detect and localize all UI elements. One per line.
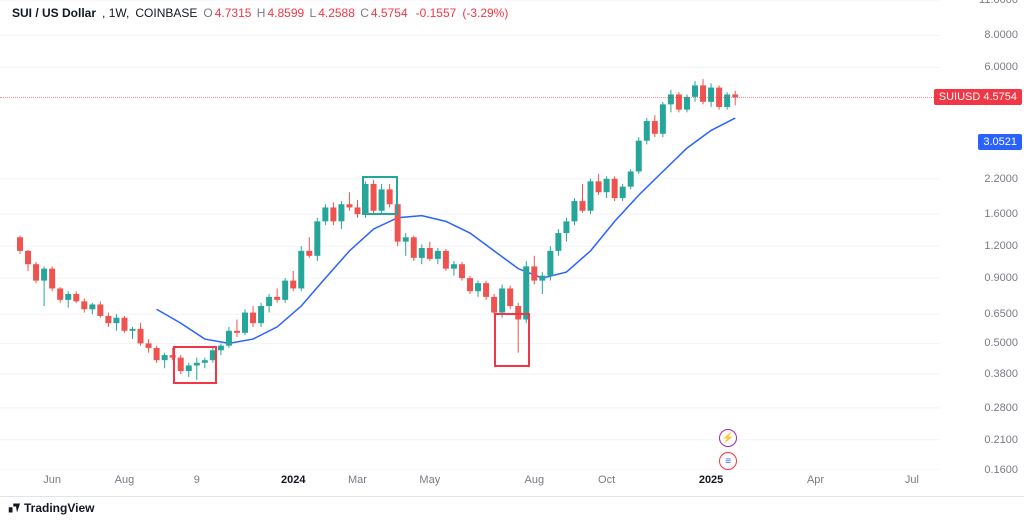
x-tick-label: 2025 (699, 474, 723, 486)
brand-label: TradingView (24, 501, 94, 515)
x-tick-label: Aug (524, 474, 544, 486)
y-tick-label: 0.9000 (984, 272, 1018, 284)
y-tick-label: 0.2100 (984, 434, 1018, 446)
y-tick-label: 0.1600 (984, 464, 1018, 476)
annotation-box (173, 346, 217, 384)
tradingview-icon (8, 502, 20, 514)
x-tick-label: Jul (905, 474, 919, 486)
y-tick-label: 0.6500 (984, 308, 1018, 320)
y-tick-label: 1.2000 (984, 240, 1018, 252)
price-tag: SUIUSD 4.5754 (934, 89, 1022, 105)
y-tick-label: 0.2800 (984, 402, 1018, 414)
x-tick-label: Oct (598, 474, 615, 486)
y-tick-label: 1.6000 (984, 208, 1018, 220)
x-tick-label: May (419, 474, 440, 486)
annotation-box (362, 176, 398, 214)
x-tick-label: 9 (194, 474, 200, 486)
brand-footer: TradingView (8, 501, 94, 515)
y-tick-label: 8.0000 (984, 29, 1018, 41)
y-axis[interactable]: 11.0000 8.0000 6.0000 2.2000 1.6000 1.2000 0.9… (940, 0, 1024, 470)
annotation-box (494, 313, 530, 367)
chart-svg (0, 0, 940, 470)
y-tick-label: 11.0000 (979, 0, 1018, 6)
y-tick-label: 0.5000 (984, 337, 1018, 349)
price-tag: 3.0521 (978, 134, 1022, 150)
x-axis[interactable]: Jun Aug 9 2024 Mar May Aug Oct 2025 Apr Jul (0, 470, 940, 495)
x-tick-label: Mar (348, 474, 367, 486)
x-tick-label: Jun (43, 474, 61, 486)
last-price-line (0, 97, 940, 98)
x-tick-label: Apr (807, 474, 824, 486)
chart-plot-area[interactable]: ⚡≡ (0, 0, 940, 470)
footer-divider (0, 496, 1024, 497)
y-tick-label: 6.0000 (984, 61, 1018, 73)
x-tick-label: 2024 (281, 474, 305, 486)
y-tick-label: 0.3800 (984, 368, 1018, 380)
chart-root: SUI / US Dollar , 1W, COINBASE O4.7315 H… (0, 0, 1024, 521)
y-tick-label: 2.2000 (984, 173, 1018, 185)
x-tick-label: Aug (115, 474, 135, 486)
